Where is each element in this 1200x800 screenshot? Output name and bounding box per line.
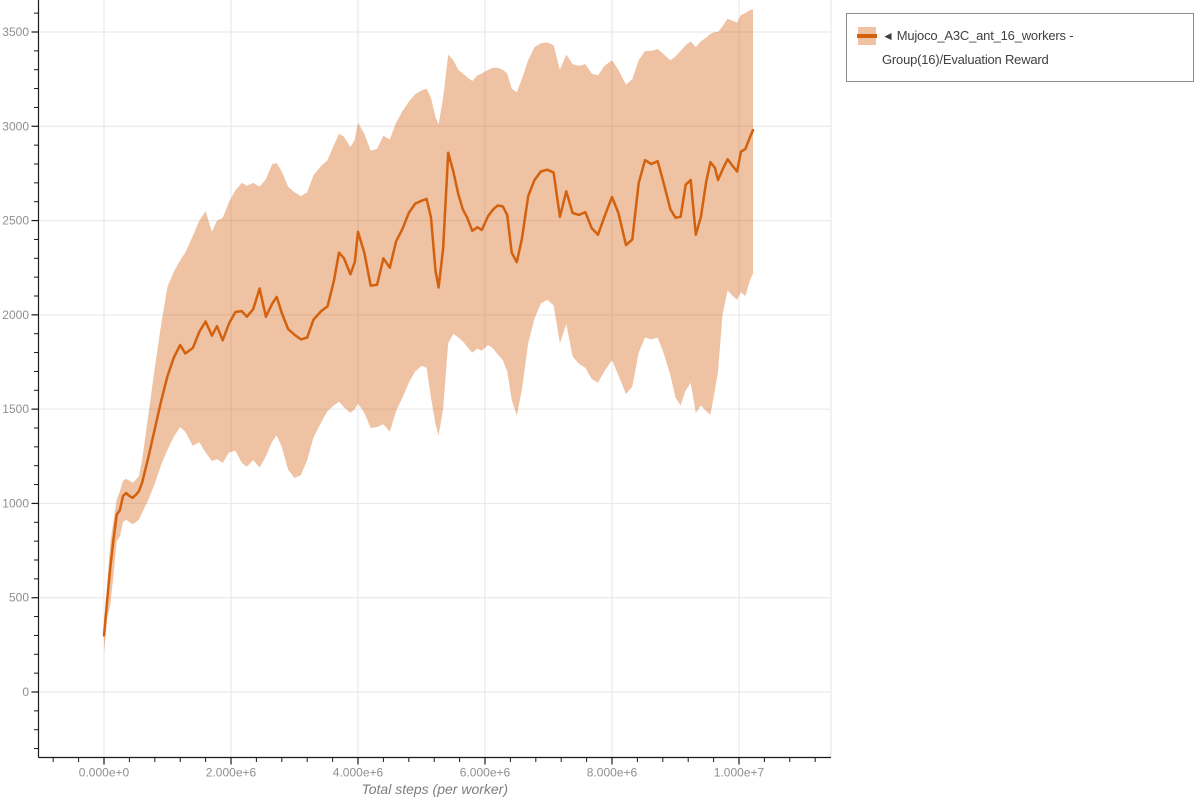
series-swatch-icon [857,27,877,45]
legend: ◄ Mujoco_A3C_ant_16_workers - Group(16)/E… [846,13,1194,82]
tick-labels: 0.000e+0 2.000e+6 4.000e+6 6.000e+6 8.000e+6… [2,25,764,780]
legend-collapse-icon[interactable]: ◄ [882,29,894,43]
y-tick-label: 1500 [2,402,29,416]
line-swatch [857,34,877,38]
y-tick-label: 2500 [2,214,29,228]
x-tick-label: 1.000e+7 [714,766,765,780]
series-evaluation-reward [102,9,755,654]
y-tick-label: 0 [22,685,29,699]
legend-item[interactable]: ◄ Mujoco_A3C_ant_16_workers - Group(16)/E… [882,24,1189,71]
mean-reward-line [102,128,755,637]
confidence-band [104,9,753,654]
x-tick-label: 2.000e+6 [206,766,257,780]
gridlines [38,0,832,758]
x-tick-label: 4.000e+6 [333,766,384,780]
y-tick-label: 500 [9,591,29,605]
y-tick-label: 3000 [2,119,29,133]
legend-item-label: Mujoco_A3C_ant_16_workers - Group(16)/Ev… [882,28,1074,67]
x-tick-label: 0.000e+0 [79,766,130,780]
y-tick-label: 3500 [2,25,29,39]
axes [31,0,831,765]
x-tick-label: 8.000e+6 [587,766,638,780]
x-axis-title: Total steps (per worker) [361,781,508,797]
x-tick-label: 6.000e+6 [460,766,511,780]
y-tick-label: 2000 [2,308,29,322]
y-tick-label: 1000 [2,496,29,510]
